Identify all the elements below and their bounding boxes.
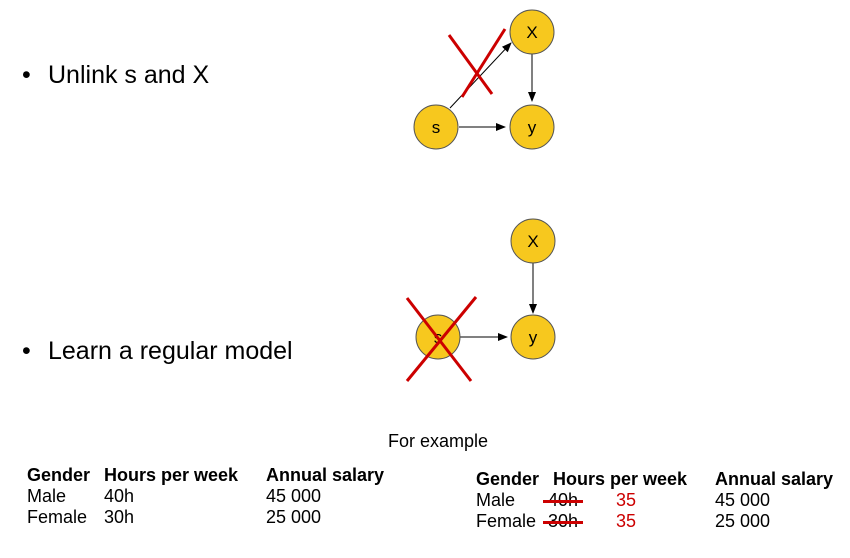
cell-gender: Male xyxy=(476,490,516,510)
node-y-bottom-label: y xyxy=(529,328,538,347)
cell-hours-new: 35 xyxy=(616,490,637,510)
node-x-top: X xyxy=(509,9,555,55)
graph-bottom: X s y xyxy=(405,218,556,382)
table-header-row: Gender Hours per week Annual salary xyxy=(476,469,846,490)
cross-edge-mark xyxy=(447,28,507,98)
cell-hours: 40h xyxy=(104,486,135,506)
node-x-bottom-label: X xyxy=(527,232,538,251)
node-s-top: s xyxy=(413,104,459,150)
cell-hours-struck: 40h xyxy=(542,490,584,510)
node-s-top-label: s xyxy=(432,118,441,137)
bullet-dot: • xyxy=(22,337,31,365)
header-hours: Hours per week xyxy=(553,469,688,489)
cell-hours-new: 35 xyxy=(616,511,637,531)
table-row: Female 30h 25 000 xyxy=(27,507,427,528)
table-row: Female 30h 35 25 000 xyxy=(476,511,846,532)
table-row: Male 40h 35 45 000 xyxy=(476,490,846,511)
node-y-bottom: y xyxy=(510,314,556,360)
table-header-row: Gender Hours per week Annual salary xyxy=(27,465,427,486)
cell-gender: Female xyxy=(27,507,88,527)
bullet-learn-text: Learn a regular model xyxy=(48,337,293,365)
example-caption: For example xyxy=(388,431,489,451)
header-salary: Annual salary xyxy=(715,469,834,489)
bullet-unlink-text: Unlink s and X xyxy=(48,61,210,89)
edge-s-x xyxy=(449,42,512,109)
graph-top: X s y xyxy=(413,9,555,150)
header-gender: Gender xyxy=(476,469,540,489)
header-hours: Hours per week xyxy=(104,465,239,485)
node-y-top-label: y xyxy=(528,118,537,137)
header-salary: Annual salary xyxy=(266,465,385,485)
table-row: Male 40h 45 000 xyxy=(27,486,427,507)
cross-node-mark xyxy=(405,296,478,382)
cell-gender: Female xyxy=(476,511,537,531)
causal-graphs: X s y X s y xyxy=(405,9,556,382)
header-gender: Gender xyxy=(27,465,91,485)
bullet-learn: • Learn a regular model xyxy=(22,336,293,366)
node-y-top: y xyxy=(509,104,555,150)
cell-salary: 25 000 xyxy=(715,511,771,531)
bullet-unlink: • Unlink s and X xyxy=(22,60,209,90)
bullet-dot: • xyxy=(22,61,31,89)
cell-hours-struck: 30h xyxy=(542,511,584,531)
cell-salary: 45 000 xyxy=(715,490,771,510)
table-modified: Gender Hours per week Annual salary Male… xyxy=(476,469,846,532)
node-x-top-label: X xyxy=(526,23,537,42)
cell-hours: 30h xyxy=(104,507,135,527)
cell-salary: 25 000 xyxy=(266,507,322,527)
table-original: Gender Hours per week Annual salary Male… xyxy=(27,465,427,528)
cell-salary: 45 000 xyxy=(266,486,322,506)
cell-gender: Male xyxy=(27,486,67,506)
node-x-bottom: X xyxy=(510,218,556,264)
